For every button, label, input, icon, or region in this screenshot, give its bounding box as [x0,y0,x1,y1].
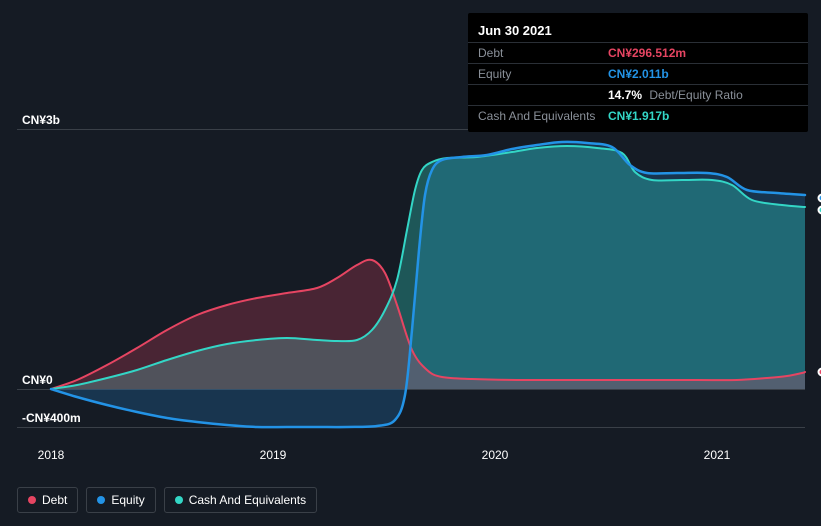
tooltip-row-value: CN¥2.011b [608,67,669,81]
tooltip-row-value: CN¥1.917b [608,109,669,123]
tooltip-date: Jun 30 2021 [468,19,808,42]
cursor-dot-cash [818,206,821,215]
tooltip-row-label: Cash And Equivalents [478,109,608,123]
legend-swatch [97,496,105,504]
x-axis-label: 2018 [38,448,65,462]
legend-item-equity[interactable]: Equity [86,487,155,513]
x-axis-label: 2021 [704,448,731,462]
legend-label: Cash And Equivalents [189,493,306,507]
legend: Debt Equity Cash And Equivalents [17,487,317,513]
tooltip-row-label: Equity [478,67,608,81]
legend-swatch [175,496,183,504]
tooltip-row-label [478,88,608,102]
hover-tooltip: Jun 30 2021 DebtCN¥296.512mEquityCN¥2.01… [468,13,808,132]
legend-swatch [28,496,36,504]
x-axis-label: 2019 [260,448,287,462]
x-axis-label: 2020 [482,448,509,462]
legend-label: Equity [111,493,144,507]
tooltip-row: 14.7% Debt/Equity Ratio [468,84,808,105]
legend-item-debt[interactable]: Debt [17,487,78,513]
legend-label: Debt [42,493,67,507]
tooltip-row-value: 14.7% Debt/Equity Ratio [608,88,743,102]
legend-item-cash-and-equivalents[interactable]: Cash And Equivalents [164,487,317,513]
tooltip-row: DebtCN¥296.512m [468,42,808,63]
tooltip-row: EquityCN¥2.011b [468,63,808,84]
tooltip-row-value: CN¥296.512m [608,46,686,60]
cursor-dot-debt [818,368,821,377]
tooltip-row-label: Debt [478,46,608,60]
tooltip-row-extra: Debt/Equity Ratio [646,88,743,102]
financial-chart: CN¥3bCN¥0-CN¥400m 2018201920202021 Jun 3… [0,0,821,526]
tooltip-row: Cash And EquivalentsCN¥1.917b [468,105,808,126]
cursor-dot-equity [818,194,821,203]
